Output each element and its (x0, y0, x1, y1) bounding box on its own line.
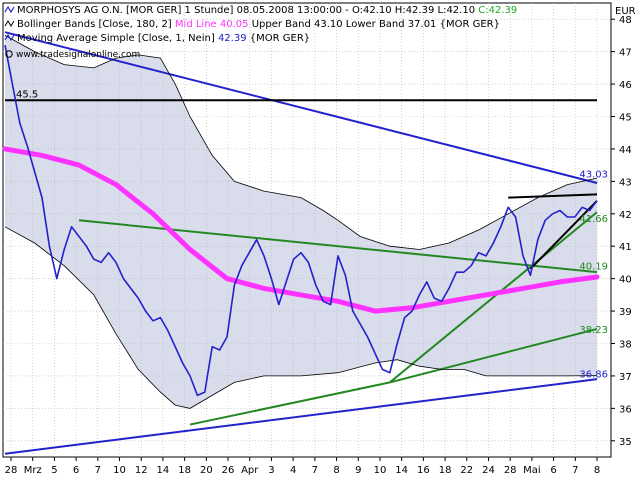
mid-line-value: Mid Line 40.05 (175, 19, 249, 30)
trendline (508, 193, 598, 199)
y-axis: 35 36 37 38 39 40 41 42 43 44 45 46 47 48 (611, 15, 632, 448)
x-tick-label: 10 (374, 465, 387, 476)
grid-layer (3, 3, 611, 457)
x-tick-label: 7 (312, 465, 318, 476)
band-values: Upper Band 43.10 Lower Band 37.01 {MOR G… (252, 19, 500, 30)
level-label: 36.86 (579, 369, 608, 380)
y-tick-label: 43 (619, 177, 632, 188)
x-tick-label: 8 (333, 465, 339, 476)
band-line-icon (4, 20, 15, 27)
close-value: C:42.39 (478, 5, 517, 16)
price-line-icon (4, 5, 15, 14)
bollinger-band-fill (5, 35, 597, 409)
y-tick-label: 37 (619, 372, 632, 383)
ma-line-icon (4, 33, 15, 42)
copyright-icon (5, 50, 13, 58)
x-tick-label: 7 (95, 465, 101, 476)
ma-suffix: {MOR GER} (250, 33, 310, 44)
bar-details: [MOR GER] 1 Stunde] 08.05.2008 13:00:00 … (126, 5, 475, 16)
instrument-name: MORPHOSYS AG O.N. (17, 5, 123, 16)
lower-band-line (4, 226, 598, 409)
trendline (4, 378, 598, 455)
y-tick-label: 40 (619, 275, 632, 286)
x-tick-label: 6 (550, 465, 556, 476)
ma-value: 42.39 (218, 33, 247, 44)
x-tick-label: 16 (417, 465, 430, 476)
currency-label: EUR (615, 6, 636, 17)
x-tick-label: 8 (594, 465, 600, 476)
y-tick-label: 41 (619, 242, 632, 253)
x-tick-label: 18 (178, 465, 191, 476)
y-tick-label: 48 (619, 15, 632, 26)
trendline (4, 31, 598, 184)
price-line (4, 45, 598, 397)
header-line-1: MORPHOSYS AG O.N. [MOR GER] 1 Stunde] 08… (17, 5, 517, 16)
watermark: www.tradesignalonline.com (16, 50, 140, 60)
x-tick-label: 10 (113, 465, 126, 476)
x-tick-label: 24 (482, 465, 495, 476)
x-tick-label: Mrz (24, 465, 42, 476)
trendline (189, 381, 391, 426)
x-axis: 28 Mrz 5 6 7 10 12 14 18 20 26 Apr 3 4 7 8 9 10 14 16 18 22 24… (5, 457, 600, 476)
x-tick-label: 18 (439, 465, 452, 476)
level-labels: 45.5 43.03 41.66 40.19 38.23 36.86 (16, 89, 608, 380)
ma-name: Moving Average Simple [Close, 1, Nein] (17, 33, 215, 44)
level-label: 38.23 (579, 325, 608, 336)
y-tick-label: 36 (619, 404, 632, 415)
x-tick-label: 20 (200, 465, 213, 476)
bollinger-band-layer (5, 35, 597, 409)
x-tick-label: 4 (290, 465, 296, 476)
upper-band-line (4, 35, 598, 250)
level-label: 45.5 (16, 89, 38, 100)
x-tick-label: 28 (504, 465, 517, 476)
legend-header: MORPHOSYS AG O.N. [MOR GER] 1 Stunde] 08… (4, 5, 517, 60)
y-tick-label: 45 (619, 113, 632, 124)
y-tick-label: 47 (619, 48, 632, 59)
trendline (389, 327, 598, 384)
y-tick-label: 42 (619, 210, 632, 221)
x-tick-label: 7 (572, 465, 578, 476)
level-label: 41.66 (579, 214, 608, 225)
y-tick-label: 44 (619, 145, 632, 156)
x-tick-label: 6 (73, 465, 79, 476)
header-line-3: Moving Average Simple [Close, 1, Nein] 4… (17, 33, 310, 44)
mid-line (2, 146, 600, 314)
x-tick-label: 14 (395, 465, 408, 476)
x-tick-label: 12 (135, 465, 148, 476)
x-tick-label: Mai (523, 465, 541, 476)
trendline (529, 200, 598, 270)
x-tick-label: 5 (51, 465, 57, 476)
x-tick-label: 22 (460, 465, 473, 476)
x-tick-label: 9 (355, 465, 361, 476)
level-label: 40.19 (579, 261, 608, 272)
x-tick-label: 3 (268, 465, 274, 476)
y-tick-label: 46 (619, 80, 632, 91)
series-layer (2, 35, 600, 409)
x-tick-label: 26 (222, 465, 235, 476)
y-tick-label: 38 (619, 340, 632, 351)
header-line-2: Bollinger Bands [Close, 180, 2] Mid Line… (17, 19, 500, 30)
x-tick-label: 14 (157, 465, 170, 476)
bollinger-name: Bollinger Bands [Close, 180, 2] (17, 19, 172, 30)
y-tick-label: 39 (619, 307, 632, 318)
x-tick-label: 28 (5, 465, 18, 476)
y-tick-label: 35 (619, 437, 632, 448)
trendline (389, 211, 598, 384)
x-tick-label: Apr (241, 465, 259, 476)
level-label: 43.03 (579, 169, 608, 180)
